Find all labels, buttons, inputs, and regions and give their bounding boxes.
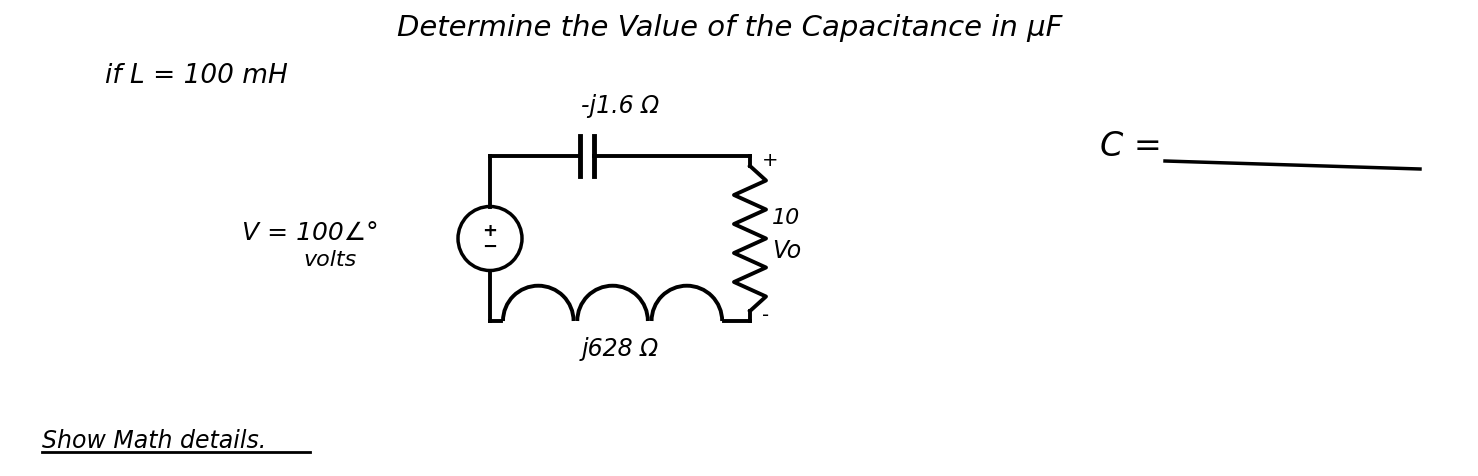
Text: Show Math details.: Show Math details. <box>41 429 266 453</box>
Text: 10: 10 <box>772 208 800 228</box>
Text: if L = 100 mH: if L = 100 mH <box>105 63 288 89</box>
Text: +: + <box>763 151 779 170</box>
Text: Vo: Vo <box>772 238 801 262</box>
Text: j628 Ω: j628 Ω <box>581 337 659 361</box>
Text: -: - <box>763 307 769 326</box>
Text: -j1.6 Ω: -j1.6 Ω <box>581 94 659 118</box>
Text: C =: C = <box>1100 129 1162 162</box>
Text: +: + <box>482 222 498 240</box>
Text: V = 100∠°: V = 100∠° <box>242 221 378 246</box>
Text: volts: volts <box>303 250 356 270</box>
Text: −: − <box>482 238 498 256</box>
Text: Determine the Value of the Capacitance in μF: Determine the Value of the Capacitance i… <box>398 14 1063 42</box>
